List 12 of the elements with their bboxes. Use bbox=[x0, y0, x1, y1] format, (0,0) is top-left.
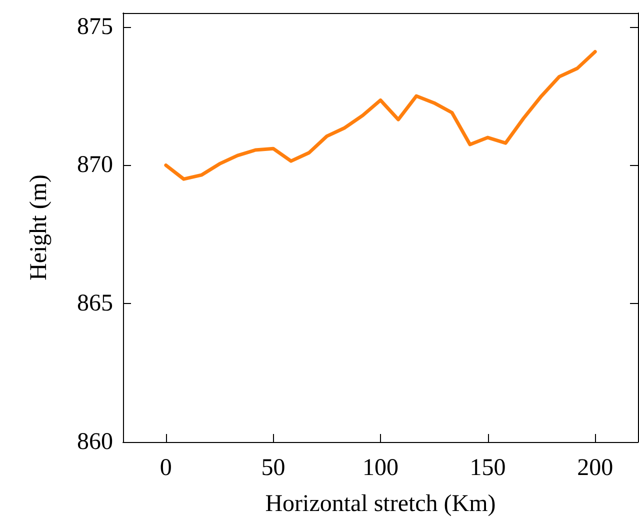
y-tick-label: 875 bbox=[77, 14, 113, 40]
y-tick-label: 870 bbox=[77, 152, 113, 178]
y-axis-title: Height (m) bbox=[26, 174, 52, 280]
x-tick-label: 200 bbox=[577, 455, 614, 481]
line-series bbox=[164, 50, 597, 181]
x-tick-label: 100 bbox=[362, 455, 398, 481]
x-tick-label: 50 bbox=[261, 455, 286, 481]
y-tick-label: 865 bbox=[77, 290, 113, 317]
x-axis-title: Horizontal stretch (Km) bbox=[265, 491, 496, 517]
y-tick-label: 860 bbox=[77, 429, 113, 455]
x-tick-label: 150 bbox=[470, 455, 506, 481]
x-tick-label: 0 bbox=[160, 455, 172, 481]
